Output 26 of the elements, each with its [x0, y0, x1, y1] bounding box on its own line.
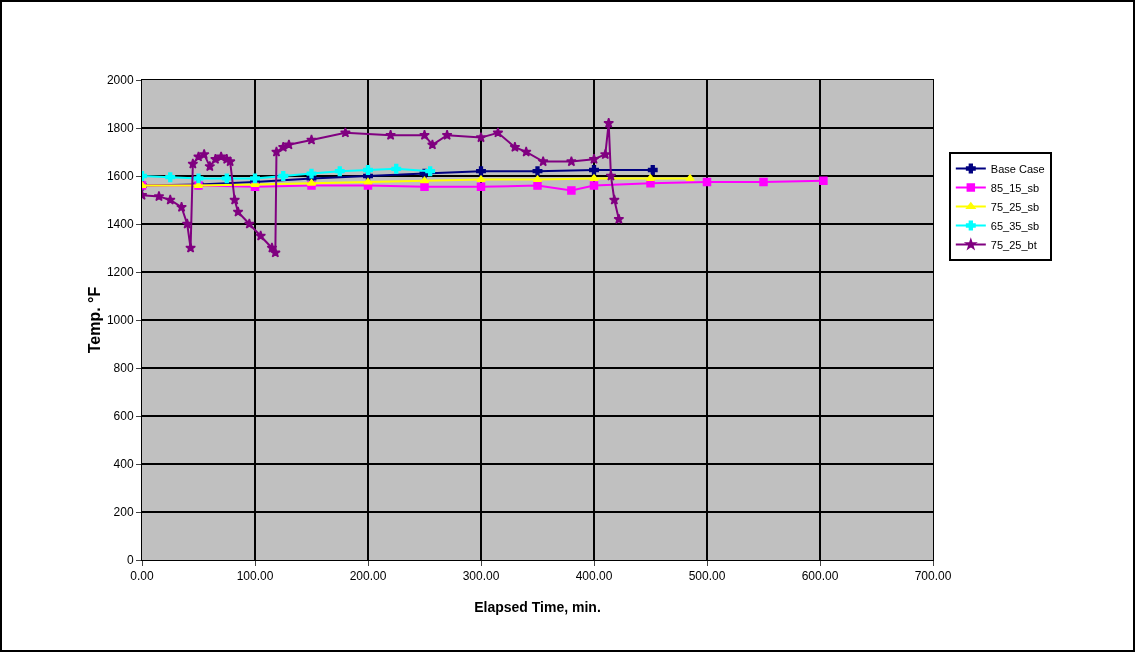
y-tick-label: 1200 — [106, 265, 134, 280]
y-tick-label: 1800 — [106, 121, 134, 136]
x-tick-label: 400.00 — [575, 569, 613, 584]
legend-label: 85_15_sb — [990, 181, 1040, 194]
legend-label: 65_35_sb — [990, 219, 1040, 232]
y-tick-label: 600 — [113, 409, 134, 424]
y-tick-label: 400 — [113, 457, 134, 472]
y-tick-label: 1600 — [106, 169, 134, 184]
y-tick-label: 0 — [126, 553, 134, 568]
x-tick-label: 0.00 — [130, 569, 154, 584]
y-axis-title: Temp. °F — [86, 286, 103, 354]
y-tick-label: 200 — [113, 505, 134, 520]
x-tick-label: 100.00 — [236, 569, 274, 584]
y-tick-label: 800 — [113, 361, 134, 376]
legend-label: Base Case — [990, 162, 1045, 175]
y-tick-label: 2000 — [106, 73, 134, 88]
y-tick-label: 1000 — [106, 313, 134, 328]
legend-label: 75_25_bt — [990, 238, 1037, 251]
y-tick-label: 1400 — [106, 217, 134, 232]
x-axis-title: Elapsed Time, min. — [474, 599, 601, 615]
x-tick-label: 300.00 — [462, 569, 500, 584]
x-tick-label: 700.00 — [914, 569, 952, 584]
legend-label: 75_25_sb — [990, 200, 1040, 213]
x-tick-label: 200.00 — [349, 569, 387, 584]
x-tick-label: 600.00 — [801, 569, 839, 584]
x-tick-label: 500.00 — [688, 569, 726, 584]
